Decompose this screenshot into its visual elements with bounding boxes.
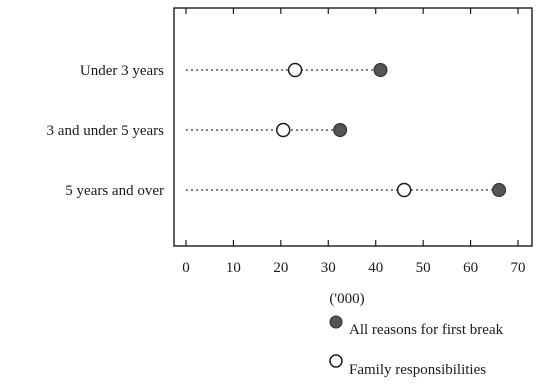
x-axis: 0 10 20 30 40 50 60 70 (182, 8, 526, 276)
category-label: 5 years and over (65, 183, 164, 199)
leader-lines (186, 69, 500, 191)
category-label: Under 3 years (80, 63, 164, 79)
category-labels: Under 3 years 3 and under 5 years 5 years … (47, 63, 165, 199)
x-tick-label: 10 (226, 260, 241, 276)
legend-label: Family responsibilities (349, 362, 486, 378)
point-family-responsibilities (287, 62, 303, 78)
x-tick-label: 40 (368, 260, 383, 276)
point-family-responsibilities (275, 122, 291, 138)
point-all-reasons (333, 123, 348, 137)
point-all-reasons (492, 183, 507, 197)
x-tick-label: 20 (273, 260, 288, 276)
plot-border (173, 7, 533, 247)
point-all-reasons (373, 63, 388, 77)
legend: All reasons for first break Family respon… (329, 315, 504, 378)
plot-frame (173, 7, 533, 247)
legend-marker-open (329, 354, 343, 368)
legend-marker-filled (329, 315, 343, 329)
x-tick-label: 0 (182, 260, 190, 276)
category-label: 3 and under 5 years (47, 123, 165, 139)
x-tick-label: 60 (463, 260, 478, 276)
x-tick-label: 70 (511, 260, 526, 276)
legend-label: All reasons for first break (349, 322, 504, 338)
data-points (275, 62, 507, 198)
x-tick-label: 30 (321, 260, 336, 276)
x-tick-label: 50 (416, 260, 431, 276)
point-family-responsibilities (396, 182, 412, 198)
x-axis-unit-label: ('000) (329, 291, 364, 307)
